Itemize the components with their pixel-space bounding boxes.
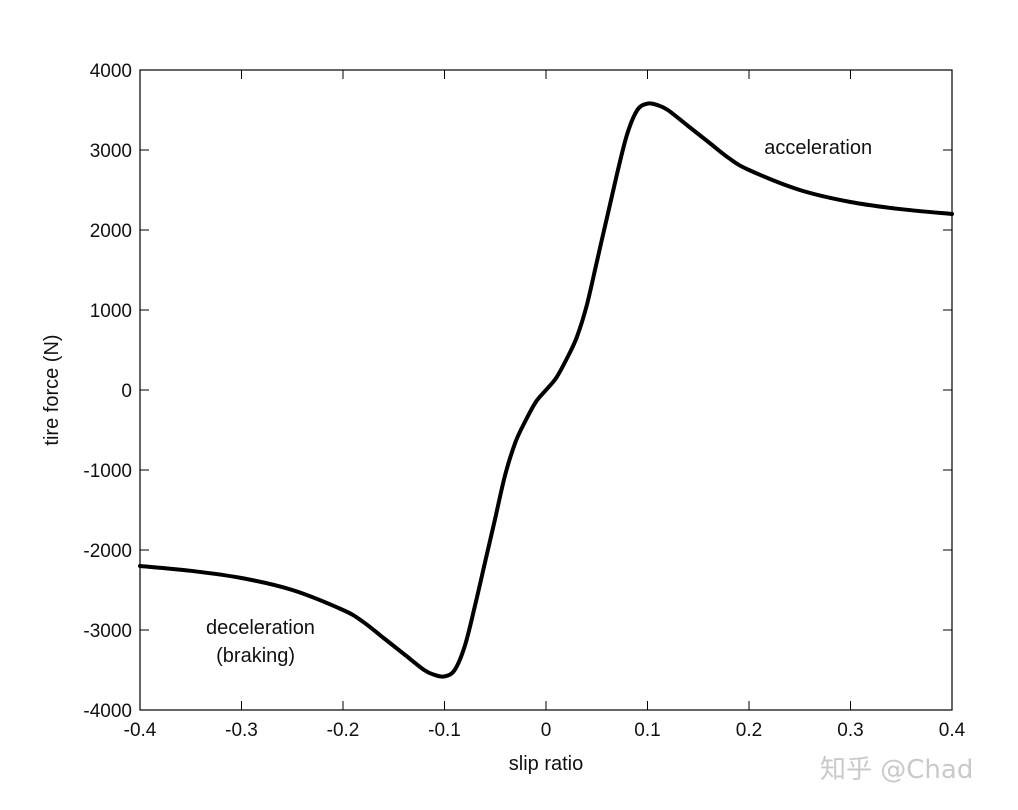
y-tick-label: -4000 xyxy=(83,701,132,722)
y-tick-label: -2000 xyxy=(83,541,132,562)
x-tick-label: -0.1 xyxy=(428,720,461,741)
annotation-braking: (braking) xyxy=(216,645,295,667)
x-axis-title: slip ratio xyxy=(509,753,583,775)
x-tick-label: 0.2 xyxy=(736,720,762,741)
x-tick-label: -0.3 xyxy=(225,720,258,741)
x-tick-label: 0 xyxy=(541,720,552,741)
y-tick-label: 1000 xyxy=(90,301,132,322)
annotation-deceleration: deceleration xyxy=(206,617,315,639)
plot-frame xyxy=(139,69,953,711)
x-tick-label: 0.1 xyxy=(634,720,660,741)
annotation-acceleration: acceleration xyxy=(764,137,872,159)
y-tick-label: 2000 xyxy=(90,221,132,242)
y-axis-title: tire force (N) xyxy=(41,334,63,445)
y-tick-label: 4000 xyxy=(90,61,132,82)
tire-force-curve xyxy=(138,101,954,679)
watermark: 知乎 @Chad xyxy=(820,755,973,785)
x-tick-label: -0.2 xyxy=(327,720,360,741)
y-tick-label: 0 xyxy=(121,381,132,402)
y-tick-label: 3000 xyxy=(90,141,132,162)
tick-labels-layer: -0.4 -0.3 -0.2 -0.1 0 0.1 0.2 0.3 0.4 -4000 -3000 -… xyxy=(83,61,965,741)
x-tick-label: -0.4 xyxy=(124,720,157,741)
x-tick-label: 0.3 xyxy=(837,720,863,741)
y-tick-label: -3000 xyxy=(83,621,132,642)
x-tick-label: 0.4 xyxy=(939,720,966,741)
y-tick-label: -1000 xyxy=(83,461,132,482)
